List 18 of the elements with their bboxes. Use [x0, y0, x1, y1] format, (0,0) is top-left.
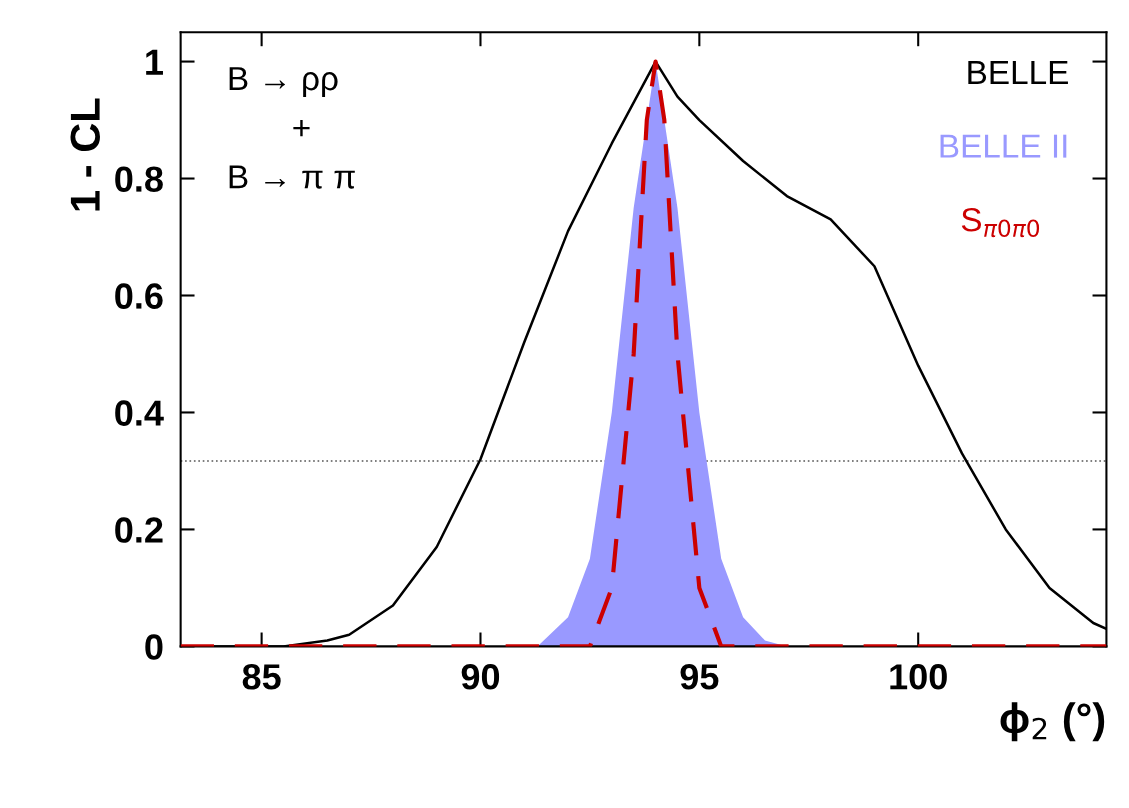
annotation: B → ρρ — [229, 67, 338, 97]
y-tick-label: 0 — [145, 634, 163, 660]
y-tick-label: 0.6 — [115, 283, 163, 309]
y-tick-label: 0.8 — [115, 166, 163, 192]
y-axis-title: 1 - CL — [70, 98, 100, 211]
x-axis-title: ϕ$_{2}$ (°) — [1000, 702, 1105, 742]
y-tick-label: 0.4 — [115, 400, 164, 426]
x-tick-label: 100 — [890, 664, 947, 690]
text: BELLE II — [940, 134, 1067, 158]
legend-label: BELLE — [968, 60, 1068, 84]
annotation: B → π π — [229, 165, 355, 189]
x-tick-label: 90 — [461, 664, 500, 690]
text: S$_{π0π0}$ — [961, 207, 1040, 238]
y-tick-label: 0.2 — [115, 517, 163, 543]
x-tick-label: 95 — [680, 664, 719, 690]
x-tick-label: 85 — [242, 664, 281, 690]
y-tick-label: 1 — [146, 49, 163, 75]
annotation: + — [293, 119, 310, 137]
